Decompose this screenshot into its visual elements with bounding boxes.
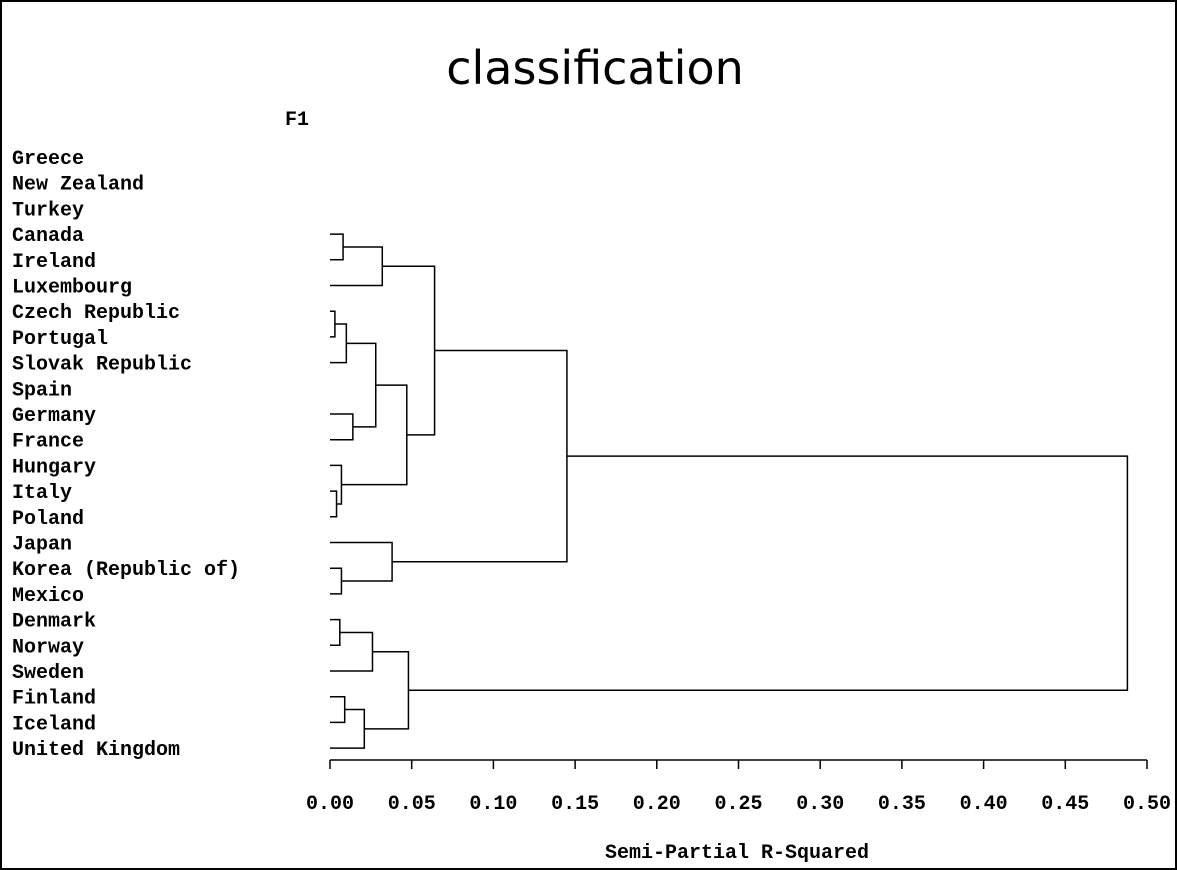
leaf-label: Finland <box>12 688 96 711</box>
merge-branch <box>341 384 408 486</box>
x-axis-label: Semi-Partial R-Squared <box>605 842 869 865</box>
leaf-label: Turkey <box>12 199 84 222</box>
x-tick-label: 0.05 <box>388 793 436 816</box>
merge-branch <box>330 323 348 364</box>
merge-branch <box>392 349 568 563</box>
leaf-label: Mexico <box>12 585 84 608</box>
leaf-label: Poland <box>12 508 84 531</box>
x-tick-label: 0.00 <box>306 793 354 816</box>
merge-branch <box>330 695 346 724</box>
merge-branch <box>330 310 336 338</box>
leaf-label: Korea (Republic of) <box>12 559 240 582</box>
merge-branch <box>382 265 436 436</box>
leaf-label: Luxembourg <box>12 277 132 300</box>
x-tick-label: 0.10 <box>469 793 517 816</box>
x-tick-label: 0.45 <box>1041 793 1089 816</box>
leaf-label: Hungary <box>12 456 96 479</box>
merge-branch <box>330 567 343 595</box>
chart-title: classification <box>446 41 744 95</box>
x-tick-label: 0.30 <box>796 793 844 816</box>
x-tick-label: 0.15 <box>551 793 599 816</box>
x-tick-label: 0.35 <box>878 793 926 816</box>
x-tick-label: 0.25 <box>714 793 762 816</box>
leaf-label: Japan <box>12 534 72 557</box>
leaf-label: Iceland <box>12 713 96 736</box>
leaf-label: France <box>12 431 84 454</box>
merge-branch <box>330 490 338 518</box>
leaf-label: Slovak Republic <box>12 354 192 377</box>
leaf-label: New Zealand <box>12 174 144 197</box>
merge-branch <box>330 708 366 749</box>
variable-label: F1 <box>285 109 309 132</box>
dendrogram-tree <box>330 233 1129 749</box>
x-tick-label: 0.40 <box>960 793 1008 816</box>
merge-branch <box>330 413 354 441</box>
leaf-label: Italy <box>12 482 72 505</box>
merge-branch <box>330 246 384 287</box>
merge-branch <box>330 464 343 505</box>
leaf-label: United Kingdom <box>12 739 180 762</box>
leaf-label: Germany <box>12 405 96 428</box>
merge-branch <box>330 233 344 261</box>
merge-branch <box>330 541 393 582</box>
merge-branch <box>330 618 341 647</box>
x-tick-label: 0.50 <box>1123 793 1171 816</box>
leaf-label: Czech Republic <box>12 302 180 325</box>
leaf-label: Norway <box>12 636 84 659</box>
leaf-label: Ireland <box>12 251 96 274</box>
merge-branch <box>330 631 374 672</box>
merge-branch <box>408 455 1129 692</box>
leaf-label: Canada <box>12 225 84 248</box>
merge-branch <box>364 650 410 730</box>
leaf-label: Greece <box>12 148 84 171</box>
leaf-label: Denmark <box>12 611 96 634</box>
x-axis: 0.00 0.05 0.10 0.15 0.20 0.25 0.30 0.35 0.40 0.45… <box>306 759 1171 816</box>
leaf-label: Sweden <box>12 662 84 685</box>
leaf-label: Portugal <box>12 328 108 351</box>
leaf-label: Spain <box>12 379 72 402</box>
x-tick-label: 0.20 <box>633 793 681 816</box>
